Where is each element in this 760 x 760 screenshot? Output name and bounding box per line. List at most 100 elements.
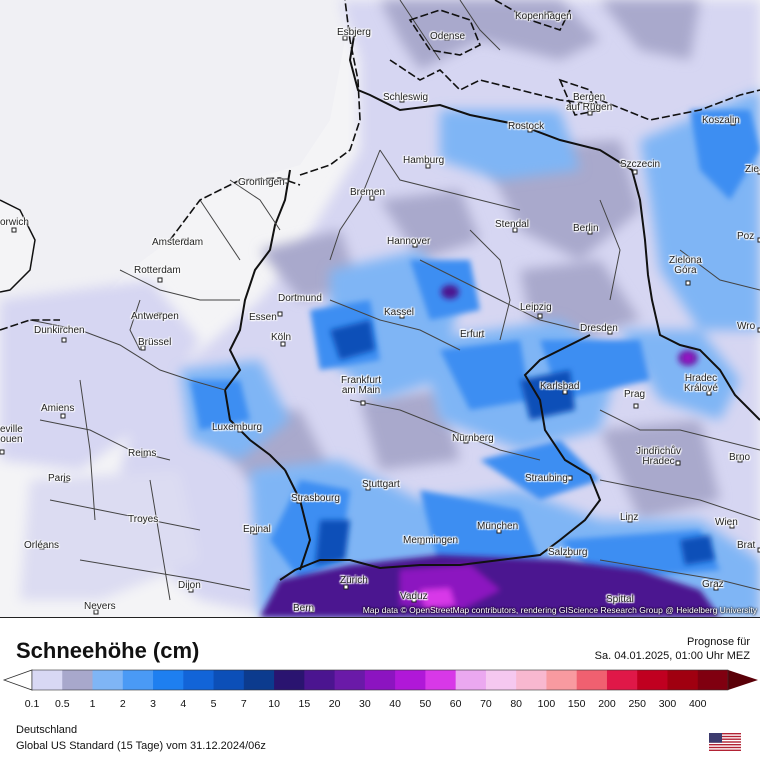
scale-swatch: [32, 670, 63, 690]
scale-swatch: [122, 670, 154, 690]
coastlines: [0, 0, 760, 331]
city-marker: [369, 195, 375, 201]
city-label: Salzburg: [548, 547, 588, 558]
city-marker: [237, 427, 243, 433]
scale-swatch: [606, 670, 638, 690]
scale-swatch: [183, 670, 215, 690]
scale-swatch: [274, 670, 305, 690]
city-marker: [283, 178, 289, 184]
city-marker: [633, 403, 639, 409]
legend-title: Schneehöhe (cm): [16, 638, 200, 663]
city-marker: [685, 280, 691, 286]
scale-tick-label: 400: [688, 698, 707, 710]
scale-tick-label: 4: [180, 698, 187, 710]
city-label: Nevers: [84, 601, 116, 612]
scale-tick-label: 250: [628, 698, 646, 710]
city-marker: [419, 539, 425, 545]
city-marker: [360, 400, 366, 406]
city-label: Berlin: [573, 223, 599, 234]
city-label: Antwerpen: [131, 311, 179, 322]
city-marker: [562, 389, 568, 395]
scale-tick-label: 3: [150, 698, 156, 710]
city-marker: [277, 311, 283, 317]
city-label: Dresden: [580, 323, 618, 334]
us-flag-icon[interactable]: [709, 733, 741, 751]
scale-tick-label: 300: [658, 698, 677, 710]
city-marker: [157, 277, 163, 283]
city-label: Karlsbad: [540, 381, 580, 392]
city-label: Bergen auf Rügen: [566, 92, 613, 113]
city-marker: [565, 552, 571, 558]
map-canvas: [0, 0, 760, 617]
city-marker: [730, 120, 736, 126]
scale-tick-label: 80: [510, 698, 523, 710]
city-marker: [293, 294, 299, 300]
city-label: Dijon: [178, 580, 201, 591]
scale-tick-label: 30: [359, 698, 371, 710]
map-attribution[interactable]: Map data © OpenStreetMap contributors, r…: [362, 605, 757, 615]
city-marker: [613, 597, 619, 603]
scale-swatch: [697, 670, 729, 690]
scale-tick-label: 10: [268, 698, 280, 710]
city-marker: [757, 237, 760, 243]
city-marker: [706, 390, 712, 396]
city-label: Kassel: [384, 307, 415, 318]
city-label: Köln: [271, 332, 292, 343]
scale-tick-label: 40: [389, 698, 401, 710]
city-label: Amiens: [41, 403, 75, 414]
city-marker: [181, 238, 187, 244]
city-label: eville ouen: [0, 424, 23, 445]
city-marker: [0, 449, 5, 455]
city-marker: [425, 163, 431, 169]
forecast-label: Prognose für: [687, 636, 750, 648]
scale-tick-label: 20: [328, 698, 341, 710]
city-label: Zie: [745, 164, 759, 175]
city-marker: [399, 313, 405, 319]
city-label: orwich: [0, 217, 29, 228]
city-marker: [713, 585, 719, 591]
scale-swatch: [364, 670, 396, 690]
uk-coast: [0, 199, 36, 293]
scale-swatch: [243, 670, 275, 690]
city-label: Luxemburg: [212, 422, 263, 433]
city-marker: [141, 452, 147, 458]
scale-tick-label: 100: [537, 698, 556, 710]
city-label: Zielona Góra: [669, 255, 702, 276]
region-label: Deutschland: [16, 724, 78, 736]
city-marker: [675, 460, 681, 466]
city-label: Hradec Králové: [684, 373, 718, 394]
city-marker: [61, 337, 67, 343]
city-label: Epinal: [243, 524, 271, 535]
city-label: Graz: [702, 579, 724, 590]
snow-depth-map[interactable]: Kopenhagen Esbjerg Odense Schleswig Bergen au…: [0, 0, 760, 618]
scale-swatch: [667, 670, 699, 690]
scale-swatch: [455, 670, 487, 690]
forecast-date: Sa. 04.01.2025, 01:00 Uhr MEZ: [594, 650, 750, 662]
scale-arrow-high: [728, 670, 758, 690]
scale-tick-label: 7: [240, 698, 247, 710]
city-marker: [587, 110, 593, 116]
scale-swatch: [485, 670, 517, 690]
region-borders: [29, 0, 760, 601]
country-borders: [223, 29, 760, 581]
city-label: Odense: [430, 31, 466, 42]
city-marker: [463, 438, 469, 444]
scale-tick-label: 1: [89, 698, 96, 710]
city-marker: [309, 607, 315, 613]
city-marker: [343, 584, 349, 590]
city-marker: [537, 313, 543, 319]
city-marker: [477, 332, 483, 338]
city-marker: [496, 528, 502, 534]
city-label: Groningen: [238, 177, 285, 188]
city-marker: [729, 523, 735, 529]
city-label: Reims: [128, 448, 157, 459]
city-marker: [567, 475, 573, 481]
city-label: Kopenhagen: [515, 11, 572, 22]
scale-swatch: [304, 670, 336, 690]
city-label: Wien: [715, 517, 738, 528]
city-label: Essen: [249, 312, 277, 323]
city-label: Frankfurt am Main: [341, 375, 382, 396]
city-label: Rostock: [508, 121, 545, 132]
city-marker: [737, 457, 743, 463]
city-label: Koszalin: [702, 115, 740, 126]
